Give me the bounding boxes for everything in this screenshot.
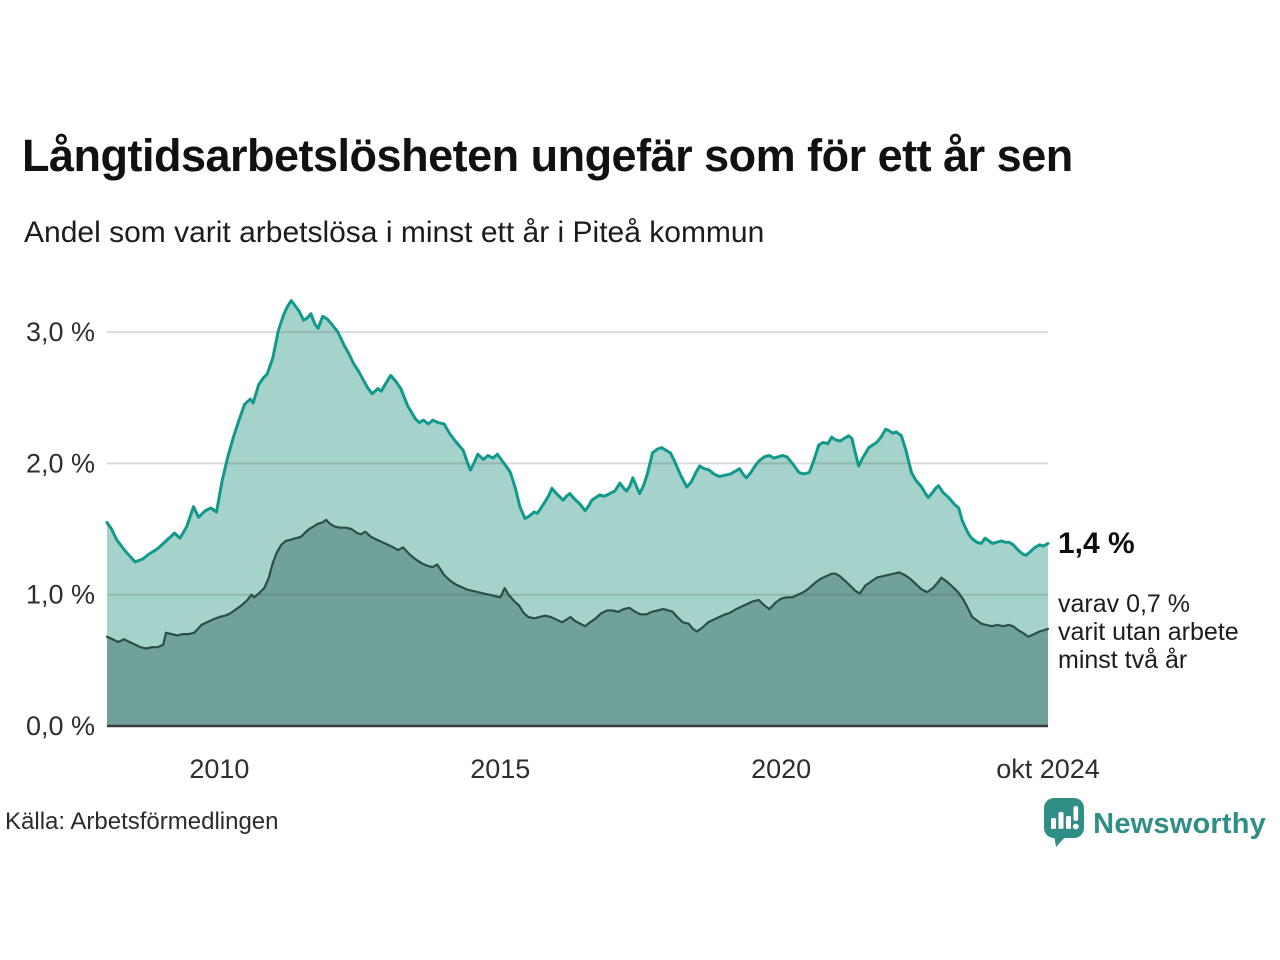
series-line-minst-ett-ar xyxy=(105,299,1050,564)
series-line-minst-tva-ar xyxy=(105,518,1050,650)
end-value-detail-line: minst två år xyxy=(1058,646,1188,674)
y-axis-label: 0,0 % xyxy=(26,711,95,741)
logo-wordmark: Newsworthy xyxy=(1093,807,1266,840)
source-text: Källa: Arbetsförmedlingen xyxy=(5,808,279,835)
end-value-detail: varav 0,7 % varit utan arbete minst två … xyxy=(1058,590,1239,674)
page-subtitle: Andel som varit arbetslösa i minst ett å… xyxy=(24,216,765,249)
page-title: Långtidsarbetslösheten ungefär som för e… xyxy=(22,130,1073,181)
x-axis-label: 2020 xyxy=(751,754,811,784)
y-axis-label: 2,0 % xyxy=(26,448,95,478)
bar-chart-bubble-icon xyxy=(1043,797,1085,852)
end-value-detail-line: varav 0,7 % xyxy=(1058,590,1191,618)
y-axis-label: 3,0 % xyxy=(26,317,95,347)
newsworthy-logo: Newsworthy xyxy=(1043,797,1266,852)
x-axis-label: 2015 xyxy=(470,754,530,784)
x-axis-label: okt 2024 xyxy=(996,754,1100,784)
y-axis-label: 1,0 % xyxy=(26,580,95,610)
end-value-label: 1,4 % xyxy=(1058,527,1135,560)
x-axis-label: 2010 xyxy=(189,754,249,784)
end-value-detail-line: varit utan arbete xyxy=(1058,618,1239,646)
